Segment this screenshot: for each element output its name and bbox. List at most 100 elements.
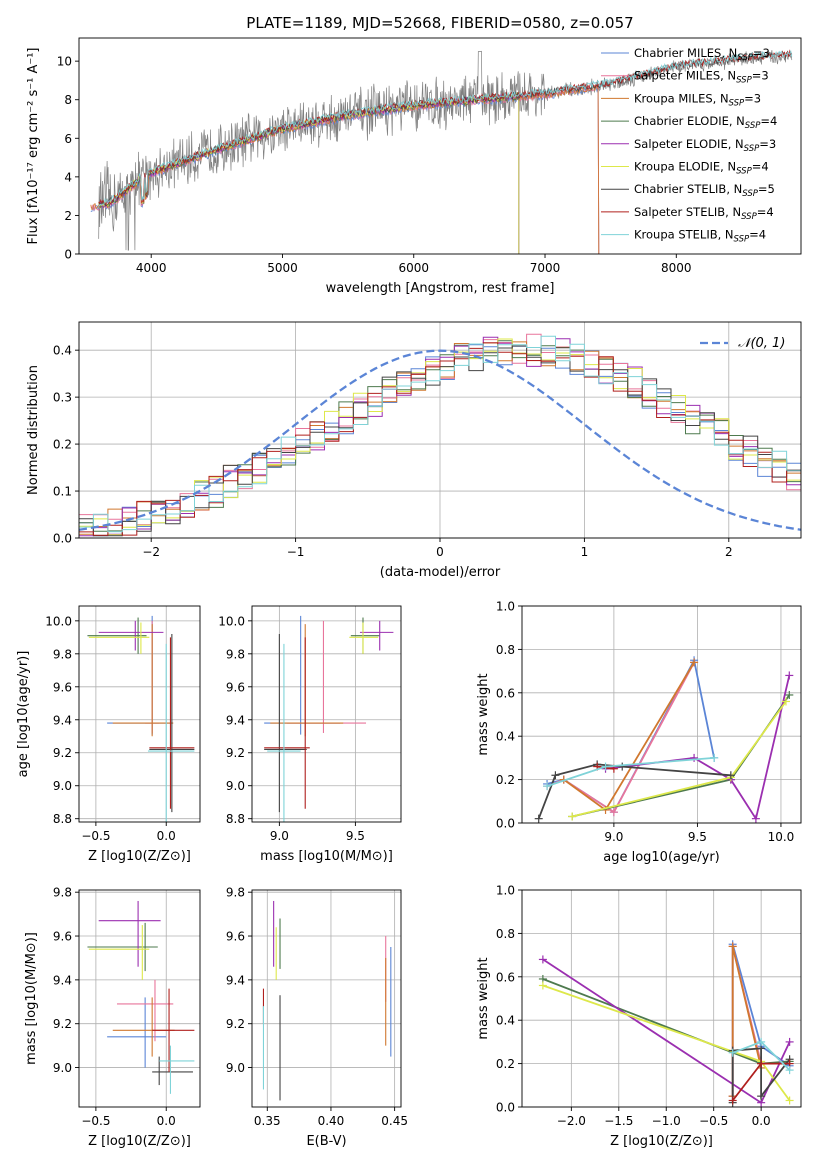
y-tick-label: 0.4 [53, 344, 72, 358]
y-tick-label: 9.8 [53, 886, 72, 900]
x-axis-label: Z [log10(Z/Z⊙)] [88, 1134, 191, 1149]
observed-spectrum-line [98, 50, 793, 251]
y-tick-label: 9.8 [226, 647, 245, 661]
histogram-chabrier-stelib [79, 345, 801, 537]
panel-ebv-mass: 0.35 0.40 0.45 9.0 9.2 9.4 9.6 9.8 E(B-V) [226, 886, 408, 1149]
axes-frame [521, 605, 802, 824]
y-axis-label: Normed distribution [26, 365, 41, 495]
panel-age-weight: 9.0 9.5 10.0 0.0 0.2 0.4 0.6 0.8 1.0 age log10(ag… [476, 600, 802, 865]
y-tick-label: 2 [64, 209, 72, 223]
plot-area-residuals [79, 333, 801, 537]
x-tick-label: −1.0 [652, 1114, 681, 1128]
legend-label-text: Kroupa MILES, N [634, 91, 729, 105]
panel-spectrum: 4000 5000 6000 7000 8000 0 2 4 6 8 10 Chabrier MILE… [26, 37, 802, 296]
y-tick-label: 0.1 [53, 485, 72, 499]
y-tick-label: 0.0 [496, 1101, 515, 1115]
panel-z-weight: −2.0 −1.5 −1.0 −0.5 0.0 0.0 0.2 0.4 0.6 0.8 1.0 Z [… [476, 884, 802, 1149]
plot-area-ebv-mass [262, 900, 392, 1101]
x-tick-label: 9.0 [270, 829, 289, 843]
legend-label: Chabrier STELIB, NSSP=5 [634, 182, 775, 199]
y-tick-label: 0.3 [53, 391, 72, 405]
axes-frame [251, 889, 402, 1108]
x-tick-label: −0.5 [81, 1114, 110, 1128]
y-tick-label: 0.0 [53, 532, 72, 546]
y-tick-label: 9.8 [226, 886, 245, 900]
axes-frame [78, 37, 802, 255]
legend-label: Chabrier ELODIE, NSSP=4 [634, 114, 777, 131]
y-tick-label: 0.2 [496, 1057, 515, 1071]
y-tick-label: 8.8 [226, 812, 245, 826]
axes-frame [521, 889, 802, 1108]
histogram-salpeter-stelib [79, 342, 801, 536]
x-tick-label: −2.0 [557, 1114, 586, 1128]
y-tick-label: 9.2 [53, 1017, 72, 1031]
y-axis-label: mass [log10(M/M⊙)] [24, 932, 39, 1065]
x-tick-label: 8000 [661, 261, 692, 275]
x-axis-label: Z [log10(Z/Z⊙)] [88, 849, 191, 864]
y-tick-label: 0.8 [496, 643, 515, 657]
legend-label: Kroupa ELODIE, NSSP=4 [634, 160, 769, 177]
x-axis-label: Z [log10(Z/Z⊙)] [610, 1134, 713, 1149]
legend-label-suffix: =4 [749, 228, 766, 242]
y-tick-label: 0.6 [496, 970, 515, 984]
panel-z-age: −0.5 0.0 8.8 9.0 9.2 9.4 9.6 9.8 10.0 Z [log10(Z/… [16, 605, 201, 864]
legend-label-subscript: SSP [734, 235, 750, 245]
legend-label: Salpeter STELIB, NSSP=4 [634, 205, 774, 222]
y-tick-label: 0.8 [496, 927, 515, 941]
weight-series-kroupa-miles [731, 946, 762, 1097]
x-axis-label: mass [log10(M/M⊙)] [260, 849, 393, 864]
y-tick-label: 4 [64, 170, 72, 184]
x-tick-label: −0.5 [81, 829, 110, 843]
x-axis-label: age log10(age/yr) [603, 850, 720, 865]
x-axis-label: E(B-V) [306, 1134, 346, 1149]
plot-area-z-mass [87, 900, 195, 1094]
legend-label: Chabrier MILES, NSSP=3 [634, 46, 770, 63]
y-tick-label: 1.0 [496, 884, 515, 898]
y-tick-label: 9.2 [53, 746, 72, 760]
legend-label-suffix: =4 [757, 205, 774, 219]
legend-label-suffix: =3 [744, 91, 761, 105]
legend-label-suffix: =5 [758, 182, 775, 196]
y-tick-label: 9.0 [226, 1061, 245, 1075]
legend-label-text: Salpeter ELODIE, N [634, 137, 744, 151]
legend-label: Salpeter ELODIE, NSSP=3 [634, 137, 776, 154]
legend-label-text: Chabrier STELIB, N [634, 182, 742, 196]
x-tick-label: 0 [436, 545, 444, 559]
plot-area-mass-age [264, 615, 394, 822]
x-tick-label: 0.45 [381, 1114, 408, 1128]
legend-label-text: Kroupa STELIB, N [634, 228, 734, 242]
histogram-salpeter-miles [79, 333, 801, 526]
y-tick-label: 9.4 [53, 973, 72, 987]
axes-frame [78, 889, 201, 1108]
x-tick-label: 10.0 [768, 830, 795, 844]
weight-series-chabrier-elodie [571, 694, 791, 818]
panel-residuals: −2 −1 0 1 2 0.0 0.1 0.2 0.3 0.4 𝒩(0, 1) (data-model… [26, 321, 802, 580]
x-tick-label: −1 [287, 545, 305, 559]
y-tick-label: 9.6 [53, 930, 72, 944]
y-tick-label: 0.4 [496, 730, 515, 744]
x-tick-label: 9.5 [346, 829, 365, 843]
y-tick-label: 9.2 [226, 746, 245, 760]
y-tick-label: 0 [64, 248, 72, 262]
y-axis-label: age [log10(age/yr)] [16, 651, 31, 778]
y-tick-label: 9.6 [53, 680, 72, 694]
x-tick-label: 5000 [267, 261, 298, 275]
legend-label-subscript: SSP [742, 189, 758, 199]
legend-label-suffix: =4 [760, 114, 777, 128]
legend-label: 𝒩(0, 1) [738, 336, 785, 351]
x-axis-label: wavelength [Angstrom, rest frame] [326, 281, 555, 296]
y-axis-label: mass weight [476, 673, 491, 755]
x-tick-label: −0.5 [699, 1114, 728, 1128]
normal-distribution-curve [79, 349, 801, 531]
y-axis-label: mass weight [476, 957, 491, 1039]
y-tick-label: 9.6 [226, 930, 245, 944]
axes-frame [251, 605, 402, 823]
y-tick-label: 9.4 [226, 973, 245, 987]
weight-series-salpeter-miles [731, 946, 762, 1097]
legend-label-suffix: =3 [759, 137, 776, 151]
plot-area-z-age [87, 615, 195, 822]
legend-label-subscript: SSP [736, 76, 752, 86]
y-tick-label: 0.0 [496, 817, 515, 831]
y-tick-label: 9.8 [53, 647, 72, 661]
